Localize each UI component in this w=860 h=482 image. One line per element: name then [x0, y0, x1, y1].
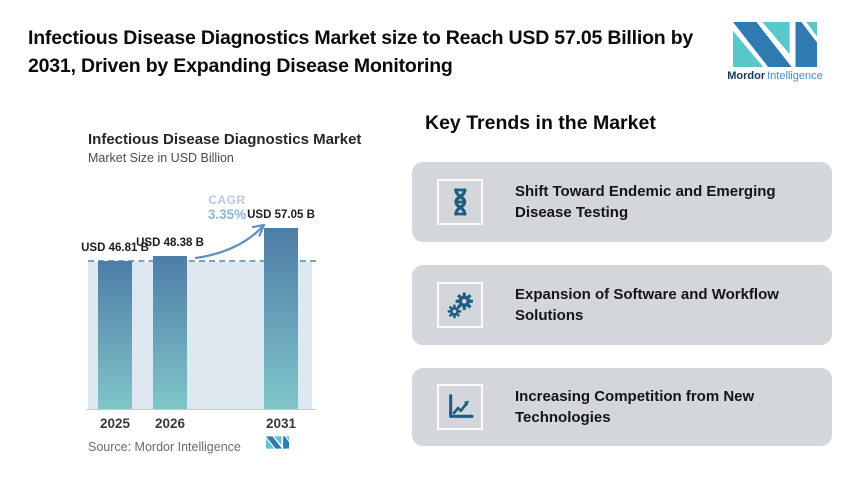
bar-2025 — [98, 260, 132, 410]
trend-label: Increasing Competition from New Technolo… — [515, 388, 755, 426]
plot-area: CAGR 3.35% USD 46.81 B 2025 USD 48.38 B 202… — [81, 190, 318, 431]
trend-card-software-workflow: Expansion of Software and Workflow Solut… — [412, 265, 832, 345]
cagr-label: CAGR — [208, 193, 246, 207]
brand-logo: Mordor Intelligence — [725, 22, 825, 82]
baseline-dashed-line — [88, 259, 316, 262]
cagr-annotation: CAGR 3.35% — [192, 193, 262, 222]
gears-icon — [437, 282, 483, 328]
x-tick-label: 2026 — [154, 416, 186, 431]
brand-name: Mordor Intelligence — [727, 70, 823, 82]
chart-title: Infectious Disease Diagnostics Market — [88, 131, 362, 148]
x-axis-line — [86, 409, 316, 410]
chart-subtitle: Market Size in USD Billion — [88, 151, 234, 165]
growth-arrow-icon — [194, 223, 266, 260]
bar-value-label: USD 57.05 B — [247, 209, 315, 221]
trend-card-endemic-testing: Shift Toward Endemic and Emerging Diseas… — [412, 162, 832, 242]
trend-label: Expansion of Software and Workflow Solut… — [515, 286, 779, 324]
dna-icon — [437, 179, 483, 225]
cagr-value: 3.35% — [207, 207, 247, 222]
mordor-logo-icon — [733, 22, 817, 67]
trend-card-new-technologies: Increasing Competition from New Technolo… — [412, 368, 832, 446]
trends-heading: Key Trends in the Market — [425, 112, 656, 134]
bar-value-label: USD 46.81 B — [81, 241, 149, 254]
bar-value-label: USD 48.38 B — [136, 236, 204, 249]
mordor-mini-logo-icon — [266, 436, 289, 449]
source-text: Source: Mordor Intelligence — [88, 440, 241, 454]
chart-growth-icon — [437, 384, 483, 430]
trend-label: Shift Toward Endemic and Emerging Diseas… — [515, 183, 776, 221]
bar-2031 — [264, 228, 298, 410]
x-tick-label: 2031 — [265, 416, 297, 431]
bar-2026 — [153, 255, 187, 410]
x-tick-label: 2025 — [99, 416, 131, 431]
page-title: Infectious Disease Diagnostics Market si… — [28, 27, 694, 77]
